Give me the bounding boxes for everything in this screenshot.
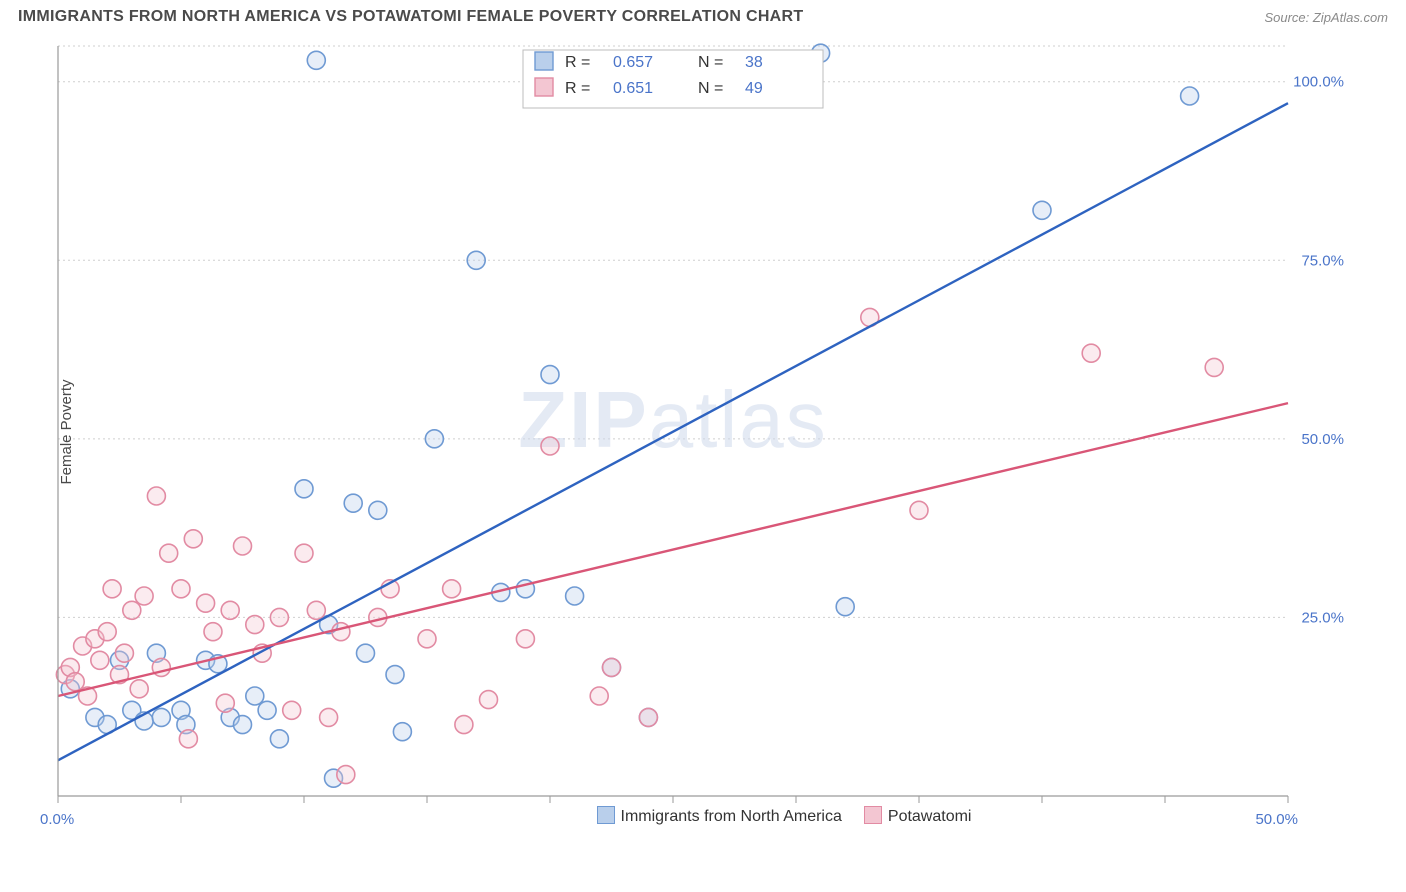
legend-r-label: R =: [565, 80, 590, 97]
data-point: [467, 251, 485, 269]
data-point: [179, 730, 197, 748]
data-point: [221, 601, 239, 619]
data-point: [1181, 87, 1199, 105]
data-point: [152, 708, 170, 726]
data-point: [283, 701, 301, 719]
data-point: [295, 544, 313, 562]
y-axis-label: Female Poverty: [58, 379, 75, 484]
data-point: [234, 537, 252, 555]
watermark: ZIPatlas: [518, 375, 827, 464]
data-point: [369, 501, 387, 519]
data-point: [516, 630, 534, 648]
legend-swatch: [597, 806, 615, 824]
data-point: [603, 658, 621, 676]
legend-n-label: N =: [698, 80, 723, 97]
legend-swatch: [864, 806, 882, 824]
data-point: [295, 480, 313, 498]
source-attribution: Source: ZipAtlas.com: [1264, 10, 1388, 25]
legend-r-value: 0.651: [613, 80, 653, 97]
data-point: [1033, 201, 1051, 219]
data-point: [123, 601, 141, 619]
data-point: [344, 494, 362, 512]
data-point: [393, 723, 411, 741]
data-point: [480, 691, 498, 709]
y-tick-label: 25.0%: [1301, 609, 1344, 626]
y-tick-label: 100.0%: [1293, 74, 1344, 91]
data-point: [639, 708, 657, 726]
regression-line: [58, 103, 1288, 760]
data-point: [541, 437, 559, 455]
data-point: [184, 530, 202, 548]
data-point: [204, 623, 222, 641]
legend-series-label: Immigrants from North America: [621, 808, 842, 825]
data-point: [590, 687, 608, 705]
data-point: [386, 666, 404, 684]
data-point: [443, 580, 461, 598]
data-point: [1082, 344, 1100, 362]
data-point: [66, 673, 84, 691]
data-point: [270, 608, 288, 626]
data-point: [566, 587, 584, 605]
title-bar: IMMIGRANTS FROM NORTH AMERICA VS POTAWAT…: [0, 0, 1406, 30]
data-point: [91, 651, 109, 669]
scatter-plot: ZIPatlas0.0%50.0%25.0%50.0%75.0%100.0%R …: [18, 36, 1348, 828]
data-point: [246, 687, 264, 705]
data-point: [103, 580, 121, 598]
data-point: [197, 594, 215, 612]
data-point: [307, 601, 325, 619]
data-point: [270, 730, 288, 748]
x-tick-label: 0.0%: [40, 811, 74, 828]
legend-r-value: 0.657: [613, 54, 653, 71]
data-point: [836, 598, 854, 616]
data-point: [332, 623, 350, 641]
data-point: [320, 708, 338, 726]
legend-n-value: 49: [745, 80, 763, 97]
bottom-legend: Immigrants from North America Potawatomi: [218, 806, 1328, 826]
data-point: [172, 580, 190, 598]
data-point: [115, 644, 133, 662]
legend-n-value: 38: [745, 54, 763, 71]
data-point: [910, 501, 928, 519]
data-point: [135, 587, 153, 605]
y-tick-label: 50.0%: [1301, 431, 1344, 448]
legend-r-label: R =: [565, 54, 590, 71]
legend-series-label: Potawatomi: [888, 808, 972, 825]
legend-swatch: [535, 52, 553, 70]
data-point: [357, 644, 375, 662]
data-point: [130, 680, 148, 698]
data-point: [216, 694, 234, 712]
data-point: [541, 366, 559, 384]
data-point: [246, 616, 264, 634]
data-point: [455, 716, 473, 734]
data-point: [425, 430, 443, 448]
data-point: [307, 51, 325, 69]
plot-container: Female Poverty ZIPatlas0.0%50.0%25.0%50.…: [18, 36, 1388, 828]
legend-n-label: N =: [698, 54, 723, 71]
data-point: [234, 716, 252, 734]
data-point: [98, 623, 116, 641]
data-point: [258, 701, 276, 719]
legend-swatch: [535, 78, 553, 96]
y-tick-label: 75.0%: [1301, 252, 1344, 269]
data-point: [147, 487, 165, 505]
data-point: [418, 630, 436, 648]
data-point: [1205, 358, 1223, 376]
chart-title: IMMIGRANTS FROM NORTH AMERICA VS POTAWAT…: [18, 8, 803, 26]
data-point: [160, 544, 178, 562]
data-point: [337, 766, 355, 784]
